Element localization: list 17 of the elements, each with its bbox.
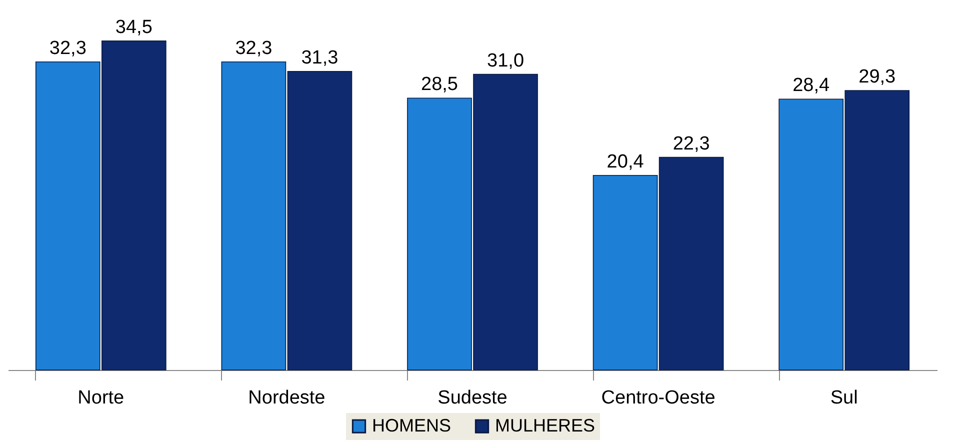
data-label: 34,5 <box>115 16 152 38</box>
legend-label: HOMENS <box>372 415 452 436</box>
x-tick-label: Centro-Oeste <box>601 388 716 408</box>
data-label: 28,4 <box>792 75 830 96</box>
x-tick-label: Nordeste <box>248 388 326 408</box>
x-tick-label: Sul <box>830 388 858 408</box>
data-label: 20,4 <box>606 151 644 172</box>
data-label: 32,3 <box>235 38 272 59</box>
data-label: 29,3 <box>858 66 896 88</box>
x-tick-label: Norte <box>78 388 124 408</box>
x-tick-label: Sudeste <box>438 388 508 408</box>
data-label: 28,5 <box>421 74 458 96</box>
legend-label: MULHERES <box>495 415 596 436</box>
data-label: 31,0 <box>487 50 524 72</box>
data-label: 31,3 <box>301 47 338 68</box>
data-label: 32,3 <box>49 38 86 59</box>
data-label: 22,3 <box>672 133 710 154</box>
